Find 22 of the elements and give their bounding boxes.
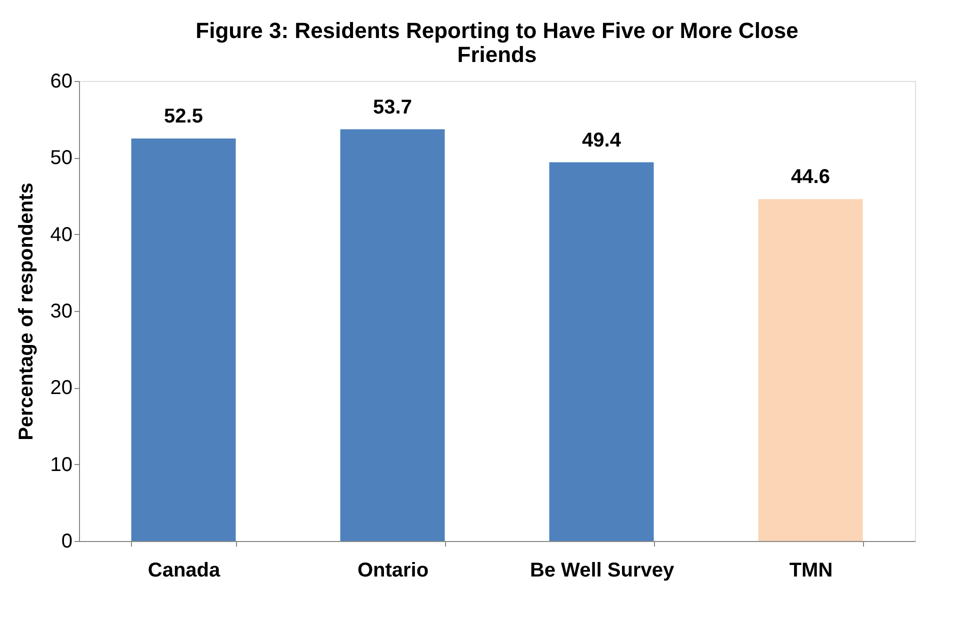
x-tick-label: Ontario [357, 560, 429, 582]
x-tick-label: Canada [148, 560, 221, 582]
y-tick-label: 0 [61, 530, 72, 552]
bar [549, 162, 654, 541]
text: Friends [457, 42, 537, 67]
data-label: 53.7 [373, 96, 412, 118]
y-tick-label: 50 [50, 147, 72, 170]
y-axis-title: Percentage of respondents [15, 182, 38, 440]
bar [340, 129, 445, 541]
bar [131, 138, 236, 541]
data-label: 44.6 [791, 166, 830, 188]
y-tick-label: 20 [50, 377, 72, 400]
data-label: 49.4 [582, 129, 622, 152]
x-tick-label: TMN [789, 560, 833, 582]
data-label: 52.5 [164, 106, 203, 128]
x-tick-label: Be Well Survey [530, 560, 675, 582]
y-tick-label: 40 [50, 224, 72, 246]
y-tick-label: 10 [50, 454, 72, 476]
y-tick-label: 60 [50, 70, 72, 92]
text: Figure 3: Residents Reporting to Have Five or More Close [196, 18, 798, 43]
bar [758, 199, 863, 541]
y-tick-label: 30 [50, 300, 72, 322]
